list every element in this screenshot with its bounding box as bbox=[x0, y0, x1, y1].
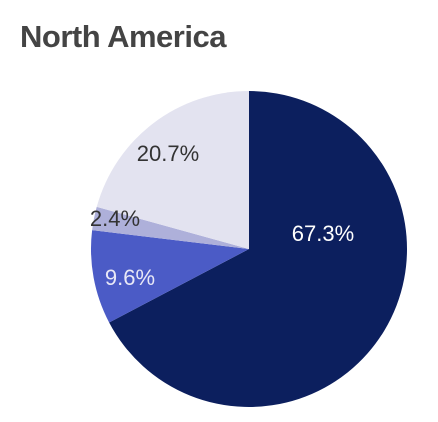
pie-slice bbox=[91, 230, 249, 323]
slice-label: 2.4% bbox=[90, 206, 140, 231]
slice-label: 9.6% bbox=[105, 265, 155, 290]
chart-title: North America bbox=[20, 19, 227, 54]
pie-slice bbox=[92, 206, 250, 249]
pie-slice bbox=[96, 91, 249, 249]
pie-slice bbox=[109, 91, 408, 407]
slice-label: 20.7% bbox=[137, 141, 199, 166]
slice-label: 67.3% bbox=[292, 221, 354, 246]
